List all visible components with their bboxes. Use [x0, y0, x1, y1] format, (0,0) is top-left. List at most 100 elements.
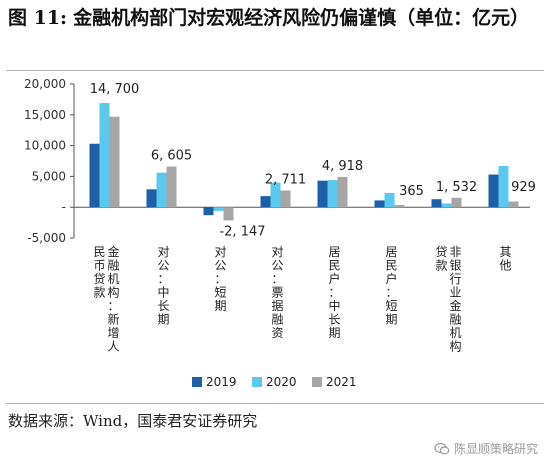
bar-2020-7: [498, 165, 509, 208]
category-label-2: 对公：短期: [214, 245, 226, 313]
category-char: ：: [214, 272, 226, 286]
category-char: 款: [435, 259, 447, 273]
legend-label-2020: 2020: [266, 375, 297, 389]
data-label: 929: [511, 180, 536, 195]
category-char: 公: [157, 259, 169, 273]
category-char: 短: [385, 299, 397, 313]
bar-2020-1: [156, 172, 167, 208]
category-char: 期: [157, 313, 169, 327]
bar-2021-0: [109, 116, 120, 208]
category-label-5: 居民户：短期: [385, 245, 397, 327]
bar-2019-7: [488, 174, 499, 208]
bar-2019-6: [431, 199, 442, 208]
category-char: 增: [107, 326, 119, 340]
wechat-icon: [434, 442, 450, 455]
title-text: 金融机构部门对宏观经济风险仍偏谨慎（单位：亿元）: [73, 7, 530, 29]
category-char: 资: [271, 326, 283, 340]
category-char: 长: [157, 299, 169, 313]
bar-2019-4: [317, 180, 328, 208]
category-char: 银: [449, 259, 461, 273]
bar-2020-2: [213, 207, 224, 211]
category-char: 民: [93, 245, 105, 259]
category-char: 短: [214, 286, 226, 300]
category-char: 中: [328, 298, 340, 313]
bar-2019-2: [203, 207, 214, 216]
category-char: 户: [385, 271, 397, 286]
legend-swatch-2019: [192, 377, 202, 387]
y-tick-label: 15,000: [24, 108, 66, 122]
legend-label-2019: 2019: [206, 375, 237, 389]
category-label-7: 其他: [499, 245, 511, 273]
data-label: 14, 700: [90, 82, 140, 97]
category-char: 融: [449, 313, 461, 327]
category-char: ：: [271, 272, 283, 286]
category-char: 民: [385, 259, 397, 273]
bar-2020-5: [384, 193, 395, 208]
data-label: 365: [399, 184, 424, 199]
y-tick-label: 10,000: [24, 139, 66, 153]
legend-swatch-2020: [252, 377, 262, 387]
category-char: 款: [93, 286, 105, 300]
category-char: 据: [271, 299, 283, 313]
category-char: 期: [214, 299, 226, 313]
category-char: 融: [107, 259, 119, 273]
category-char: 其: [499, 245, 511, 259]
category-char: 对: [214, 245, 226, 259]
category-char: 机: [107, 272, 119, 286]
category-char: 非: [449, 245, 461, 259]
legend-swatch-2021: [312, 377, 322, 387]
bar-2021-4: [337, 176, 348, 208]
category-char: ：: [385, 286, 397, 300]
category-char: 票: [271, 286, 283, 300]
category-char: 机: [449, 326, 461, 340]
bottom-rule: [6, 403, 544, 404]
y-tick-label: 20,000: [24, 77, 66, 91]
category-char: 币: [93, 259, 105, 273]
category-char: 期: [385, 313, 397, 327]
category-char: ：: [157, 272, 169, 286]
category-label-4: 居民户：中长期: [328, 245, 340, 340]
bar-2021-5: [394, 204, 405, 208]
category-char: 中: [157, 285, 169, 300]
category-char: 民: [328, 259, 340, 273]
y-tick-label: 5,000: [32, 169, 66, 183]
category-char: 他: [499, 259, 511, 273]
category-char: 公: [271, 259, 283, 273]
data-label: 2, 711: [265, 173, 306, 188]
y-tick-label: -5,000: [27, 231, 66, 245]
source-note: 数据来源：Wind，国泰君安证券研究: [8, 412, 258, 430]
category-char: 金: [449, 298, 461, 313]
figure-label: 图 11:: [8, 7, 68, 29]
figure-title: 图 11: 金融机构部门对宏观经济风险仍偏谨慎（单位：亿元）: [8, 4, 542, 33]
category-char: 新: [107, 312, 119, 327]
watermark-text: 陈显顺策略研究: [453, 442, 538, 456]
category-char: 业: [449, 286, 461, 300]
category-char: 长: [328, 313, 340, 327]
category-char: 人: [107, 340, 119, 354]
data-label: 6, 605: [151, 149, 192, 164]
data-label: -2, 147: [219, 224, 265, 239]
category-char: 户: [328, 271, 340, 286]
category-char: 贷: [435, 245, 447, 259]
category-label-1: 对公：中长期: [157, 245, 169, 327]
bar-2020-3: [270, 182, 281, 208]
category-char: ：: [328, 286, 340, 300]
watermark: 陈显顺策略研究: [434, 440, 538, 457]
bar-2021-7: [508, 201, 519, 208]
y-tick-label: -: [62, 200, 66, 214]
bar-2021-2: [223, 207, 234, 221]
bar-2021-3: [280, 190, 291, 208]
category-char: 对: [271, 245, 283, 259]
bar-2020-6: [441, 203, 452, 208]
category-char: 构: [107, 285, 119, 300]
category-char: 期: [328, 326, 340, 340]
category-char: 融: [271, 313, 283, 327]
legend-label-2021: 2021: [326, 375, 357, 389]
category-char: 公: [214, 259, 226, 273]
bar-2019-0: [89, 143, 100, 208]
category-char: 居: [328, 245, 340, 259]
